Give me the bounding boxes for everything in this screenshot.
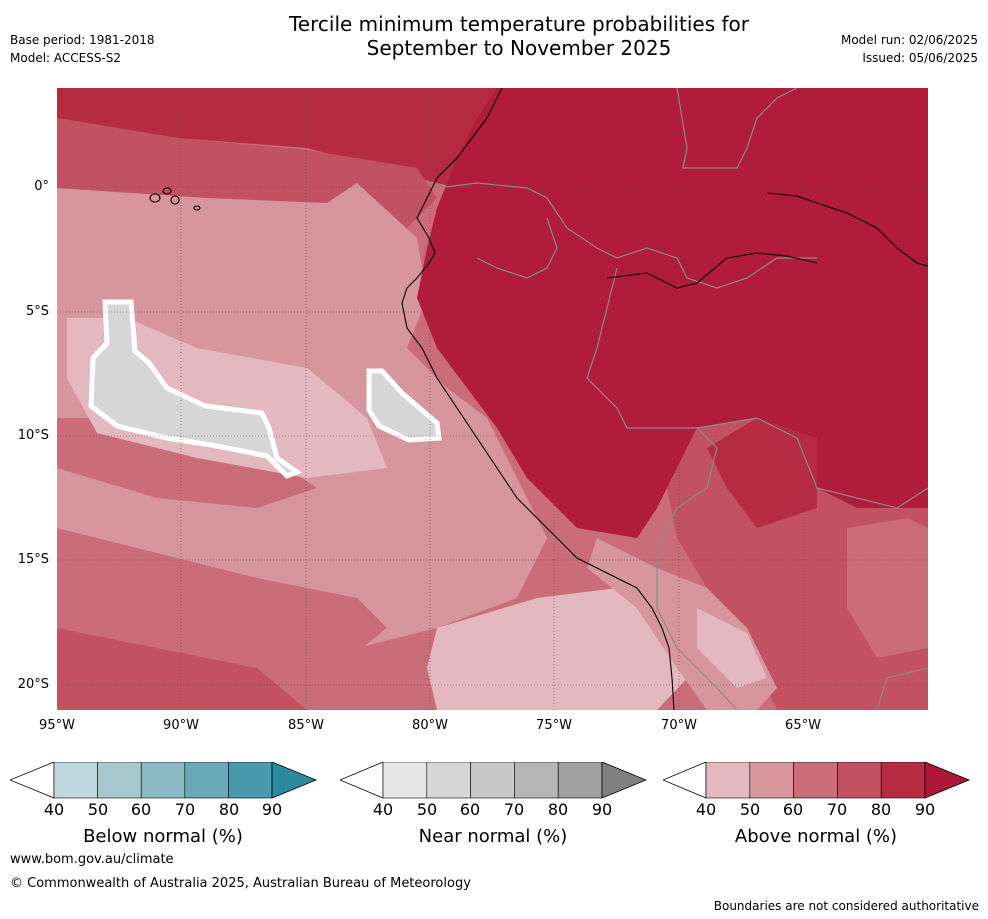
- footer-copyright: © Commonwealth of Australia 2025, Austra…: [10, 876, 471, 891]
- colorbar-above-normal: [663, 762, 971, 799]
- colorbar-segment: [426, 762, 471, 799]
- colorbar-above-lower-arrow: [663, 762, 707, 799]
- colorbar-near-upper-arrow: [601, 762, 648, 799]
- map-title: Tercile minimum temperature probabilitie…: [0, 12, 988, 60]
- meta-right: Model run: 02/06/2025 Issued: 05/06/2025: [841, 31, 978, 67]
- base-period: Base period: 1981-2018: [10, 33, 155, 47]
- tick: 40: [372, 800, 394, 819]
- issued-date: Issued: 05/06/2025: [862, 51, 978, 65]
- colorbar-segment: [749, 762, 794, 799]
- colorbar-above-upper-arrow: [924, 762, 971, 799]
- tick: 90: [591, 800, 613, 819]
- coastline: [149, 88, 928, 710]
- title-line-1: Tercile minimum temperature probabilitie…: [288, 12, 750, 36]
- tick: 50: [87, 800, 109, 819]
- south-dark-band: [57, 628, 307, 710]
- lat-label-10s: 10°S: [17, 428, 49, 443]
- colorbar-segment: [557, 762, 603, 799]
- land-dark: [417, 88, 928, 538]
- lat-label-15s: 15°S: [17, 552, 49, 567]
- south-light-band: [427, 588, 697, 710]
- probability-map: [57, 88, 928, 710]
- tick: 60: [782, 800, 804, 819]
- footer-url[interactable]: www.bom.gov.au/climate: [10, 852, 174, 867]
- colorbar-below-title: Below normal (%): [83, 826, 243, 847]
- southeast-light: [847, 518, 928, 658]
- model-name: Model: ACCESS-S2: [10, 51, 122, 65]
- lon-label-85w: 85°W: [288, 718, 324, 733]
- tick: 90: [261, 800, 283, 819]
- lon-label-70w: 70°W: [661, 718, 697, 733]
- meta-left: Base period: 1981-2018 Model: ACCESS-S2: [10, 31, 155, 67]
- grey-patch-east: [366, 368, 442, 443]
- colorbar-segment: [228, 762, 273, 799]
- colorbar-segment: [514, 762, 559, 799]
- colorbar-segment: [793, 762, 838, 799]
- lat-label-5s: 5°S: [25, 304, 49, 319]
- tick: 70: [174, 800, 196, 819]
- tick: 60: [130, 800, 152, 819]
- colorbar-segment: [184, 762, 229, 799]
- tick: 50: [416, 800, 438, 819]
- tick: 40: [43, 800, 65, 819]
- colorbar-segment: [880, 762, 926, 799]
- colorbar-segment: [140, 762, 186, 799]
- lat-label-20s: 20°S: [17, 677, 49, 692]
- country-borders: [436, 88, 928, 710]
- colorbar-below-lower-arrow: [10, 762, 55, 799]
- colorbar-segment: [97, 762, 142, 799]
- tick: 50: [739, 800, 761, 819]
- tick: 70: [503, 800, 525, 819]
- tick: 70: [826, 800, 848, 819]
- altiplano-lighter: [697, 608, 767, 688]
- grey-patch-west: [88, 299, 303, 479]
- colorbar-above-title: Above normal (%): [734, 826, 898, 847]
- lon-label-95w: 95°W: [39, 718, 75, 733]
- model-run: Model run: 02/06/2025: [840, 33, 978, 47]
- lon-label-75w: 75°W: [536, 718, 572, 733]
- colorbar-segment: [705, 762, 751, 799]
- tick: 60: [459, 800, 481, 819]
- lon-label-65w: 65°W: [785, 718, 821, 733]
- footer-disclaimer: Boundaries are not considered authoritat…: [713, 899, 979, 913]
- tick: 40: [695, 800, 717, 819]
- lon-label-80w: 80°W: [412, 718, 448, 733]
- colorbar-segment: [382, 762, 428, 799]
- colorbar-below-upper-arrow: [271, 762, 318, 799]
- colorbar-below-normal: [10, 762, 318, 799]
- colorbar-near-title: Near normal (%): [418, 826, 568, 847]
- tick: 80: [547, 800, 569, 819]
- graticule: [57, 88, 928, 710]
- colorbar-near-normal: [340, 762, 648, 799]
- tick: 80: [870, 800, 892, 819]
- colorbar-segment: [53, 762, 98, 799]
- colorbar-segment: [470, 762, 515, 799]
- lon-label-90w: 90°W: [163, 718, 199, 733]
- lat-label-0: 0°: [34, 179, 49, 194]
- title-line-2: September to November 2025: [366, 36, 672, 60]
- tick: 90: [914, 800, 936, 819]
- tick: 80: [218, 800, 240, 819]
- colorbar-near-lower-arrow: [340, 762, 384, 799]
- land-southeast-dark: [707, 418, 817, 528]
- colorbar-segment: [837, 762, 882, 799]
